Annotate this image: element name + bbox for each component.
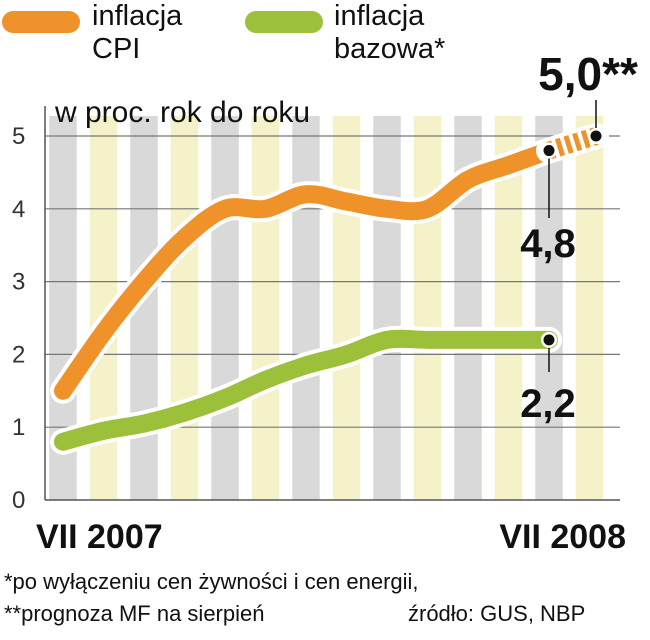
column-stripe bbox=[575, 116, 604, 500]
y-tick-label: 0 bbox=[12, 487, 25, 514]
data-label-core-last: 2,2 bbox=[520, 382, 576, 426]
marker-core-last bbox=[543, 334, 555, 346]
column-stripe bbox=[292, 116, 320, 500]
series-line-cpi bbox=[54, 141, 558, 400]
forecast-halo bbox=[536, 123, 609, 164]
legend-label-core: inflacja bazowa* bbox=[334, 0, 445, 66]
legend-label-cpi-line2: CPI bbox=[92, 33, 141, 65]
column-stripe bbox=[332, 116, 361, 500]
series-line-core bbox=[54, 329, 558, 451]
marker-forecast bbox=[590, 130, 602, 142]
chart-series bbox=[50, 123, 609, 455]
column-stripe bbox=[373, 116, 401, 500]
chart-labels: 0 1 2 3 4 5 4,8 2,2 5,0** VII 2007 VII 2008 bbox=[12, 48, 638, 556]
y-tick-label: 4 bbox=[12, 196, 25, 223]
footnote-forecast: **prognoza MF na sierpień bbox=[4, 601, 265, 626]
column-stripe bbox=[211, 116, 239, 500]
legend-label-cpi: inflacja CPI bbox=[92, 0, 182, 66]
source-label: źródło: GUS, NBP bbox=[408, 601, 586, 626]
legend-label-core-line1: inflacja bbox=[334, 0, 425, 32]
column-stripe bbox=[413, 116, 442, 500]
unit-label: w proc. rok do roku bbox=[55, 96, 311, 129]
footnote-core: *po wyłączeniu cen żywności i cen energi… bbox=[4, 569, 419, 594]
column-stripe bbox=[251, 116, 280, 500]
column-stripe bbox=[170, 116, 199, 500]
legend-swatch-cpi bbox=[2, 11, 80, 33]
inflation-chart: 0 1 2 3 4 5 4,8 2,2 5,0** VII 2007 VII 2008 bbox=[12, 48, 638, 556]
legend-swatch-core bbox=[245, 11, 323, 33]
legend-label-cpi-line1: inflacja bbox=[92, 0, 183, 32]
y-tick-label: 5 bbox=[12, 123, 25, 150]
data-label-cpi-last: 4,8 bbox=[520, 222, 576, 266]
y-tick-label: 3 bbox=[12, 269, 25, 296]
y-tick-label: 2 bbox=[12, 341, 25, 368]
data-label-forecast: 5,0** bbox=[538, 48, 638, 100]
chart-column-stripes bbox=[49, 116, 604, 500]
y-tick-label: 1 bbox=[12, 414, 25, 441]
legend-label-core-line2: bazowa* bbox=[334, 33, 446, 65]
x-label-start: VII 2007 bbox=[36, 518, 163, 556]
marker-cpi-last bbox=[543, 145, 555, 157]
x-label-end: VII 2008 bbox=[499, 518, 626, 556]
